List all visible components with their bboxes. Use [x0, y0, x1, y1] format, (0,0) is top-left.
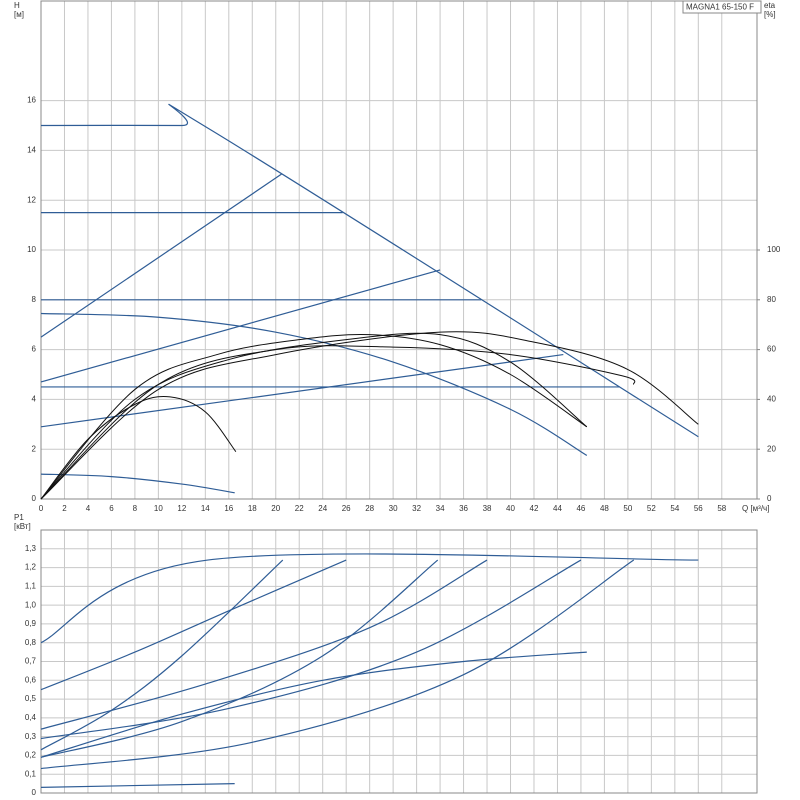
curve — [40, 559, 635, 770]
x-tick-label: 44 — [553, 504, 562, 513]
x-tick-label: 56 — [694, 504, 703, 513]
y-tick-label: 0 — [32, 788, 37, 797]
y-axis-label: [кВт] — [14, 522, 31, 531]
x-tick-label: 46 — [576, 504, 585, 513]
y-tick-label: 1,1 — [25, 581, 37, 590]
model-label-box — [682, 0, 762, 14]
y-tick-label: 16 — [27, 96, 36, 105]
y-tick-label: 4 — [32, 395, 37, 404]
x-tick-label: 26 — [342, 504, 351, 513]
y2-axis-label: [%] — [764, 10, 776, 19]
curve — [40, 173, 282, 338]
y-tick-label: 1,2 — [25, 563, 37, 572]
y-tick-label: 1,0 — [25, 600, 37, 609]
y-tick-label: 6 — [32, 345, 37, 354]
y-tick-label: 0,9 — [25, 619, 37, 628]
plot-frame — [40, 529, 758, 794]
y-tick-label: 8 — [32, 295, 37, 304]
x-tick-label: 34 — [436, 504, 445, 513]
curve — [40, 783, 235, 788]
x-tick-label: 20 — [271, 504, 280, 513]
plot-frame — [40, 0, 758, 500]
x-tick-label: 8 — [133, 504, 138, 513]
y-tick-label: 12 — [27, 195, 36, 204]
curve — [40, 559, 284, 751]
y2-tick-label: 40 — [767, 395, 776, 404]
y2-axis-label: eta — [764, 1, 776, 10]
x-tick-label: 54 — [670, 504, 679, 513]
y-axis-label: H — [14, 1, 20, 10]
curve — [40, 396, 237, 500]
curve — [40, 332, 588, 500]
curve — [40, 334, 588, 500]
curve — [40, 331, 699, 500]
x-tick-label: 24 — [318, 504, 327, 513]
x-tick-label: 0 — [39, 504, 44, 513]
y2-tick-label: 100 — [767, 245, 781, 254]
x-tick-label: 4 — [86, 504, 91, 513]
y2-tick-label: 20 — [767, 444, 776, 453]
x-tick-label: 58 — [717, 504, 726, 513]
x-tick-label: 48 — [600, 504, 609, 513]
x-tick-label: 50 — [623, 504, 632, 513]
x-tick-label: 6 — [109, 504, 114, 513]
y-tick-label: 10 — [27, 245, 36, 254]
curve — [40, 353, 564, 428]
x-tick-label: 14 — [201, 504, 210, 513]
curve — [40, 559, 347, 691]
x-tick-label: 16 — [224, 504, 233, 513]
x-tick-label: 42 — [530, 504, 539, 513]
x-tick-label: 36 — [459, 504, 468, 513]
curve — [40, 103, 699, 438]
y-tick-label: 14 — [27, 146, 36, 155]
y-axis-label: P1 — [14, 513, 24, 522]
curve — [40, 559, 439, 758]
y-tick-label: 0,4 — [25, 713, 37, 722]
y-tick-label: 0,3 — [25, 732, 37, 741]
y-tick-label: 2 — [32, 444, 37, 453]
y-tick-label: 0,5 — [25, 694, 37, 703]
x-tick-label: 30 — [389, 504, 398, 513]
x-tick-label: 22 — [295, 504, 304, 513]
x-tick-label: 28 — [365, 504, 374, 513]
model-label-text: MAGNA1 65-150 F — [686, 3, 754, 12]
y-tick-label: 1,3 — [25, 544, 37, 553]
curve — [40, 553, 699, 644]
y-tick-label: 0 — [32, 494, 37, 503]
x-tick-label: 32 — [412, 504, 421, 513]
curve — [40, 473, 235, 494]
x-tick-label: 40 — [506, 504, 515, 513]
x-tick-label: 12 — [177, 504, 186, 513]
x-tick-label: 10 — [154, 504, 163, 513]
y2-tick-label: 0 — [767, 494, 772, 503]
x-tick-label: 2 — [62, 504, 67, 513]
curve — [40, 345, 636, 500]
x-tick-label: 52 — [647, 504, 656, 513]
x-tick-label: 18 — [248, 504, 257, 513]
y-tick-label: 0,1 — [25, 769, 37, 778]
curve — [40, 312, 588, 456]
y-tick-label: 0,2 — [25, 751, 37, 760]
x-tick-label: 38 — [483, 504, 492, 513]
curve — [40, 559, 582, 740]
y-tick-label: 0,8 — [25, 638, 37, 647]
y2-tick-label: 80 — [767, 295, 776, 304]
y-tick-label: 0,6 — [25, 675, 37, 684]
x-axis-label: Q [м³/ч] — [742, 504, 769, 513]
y-axis-label: [м] — [14, 10, 24, 19]
model-label: MAGNA1 65-150 F — [682, 0, 762, 14]
y-tick-label: 0,7 — [25, 657, 37, 666]
curve — [40, 651, 587, 758]
y2-tick-label: 60 — [767, 345, 776, 354]
curve — [40, 559, 488, 730]
